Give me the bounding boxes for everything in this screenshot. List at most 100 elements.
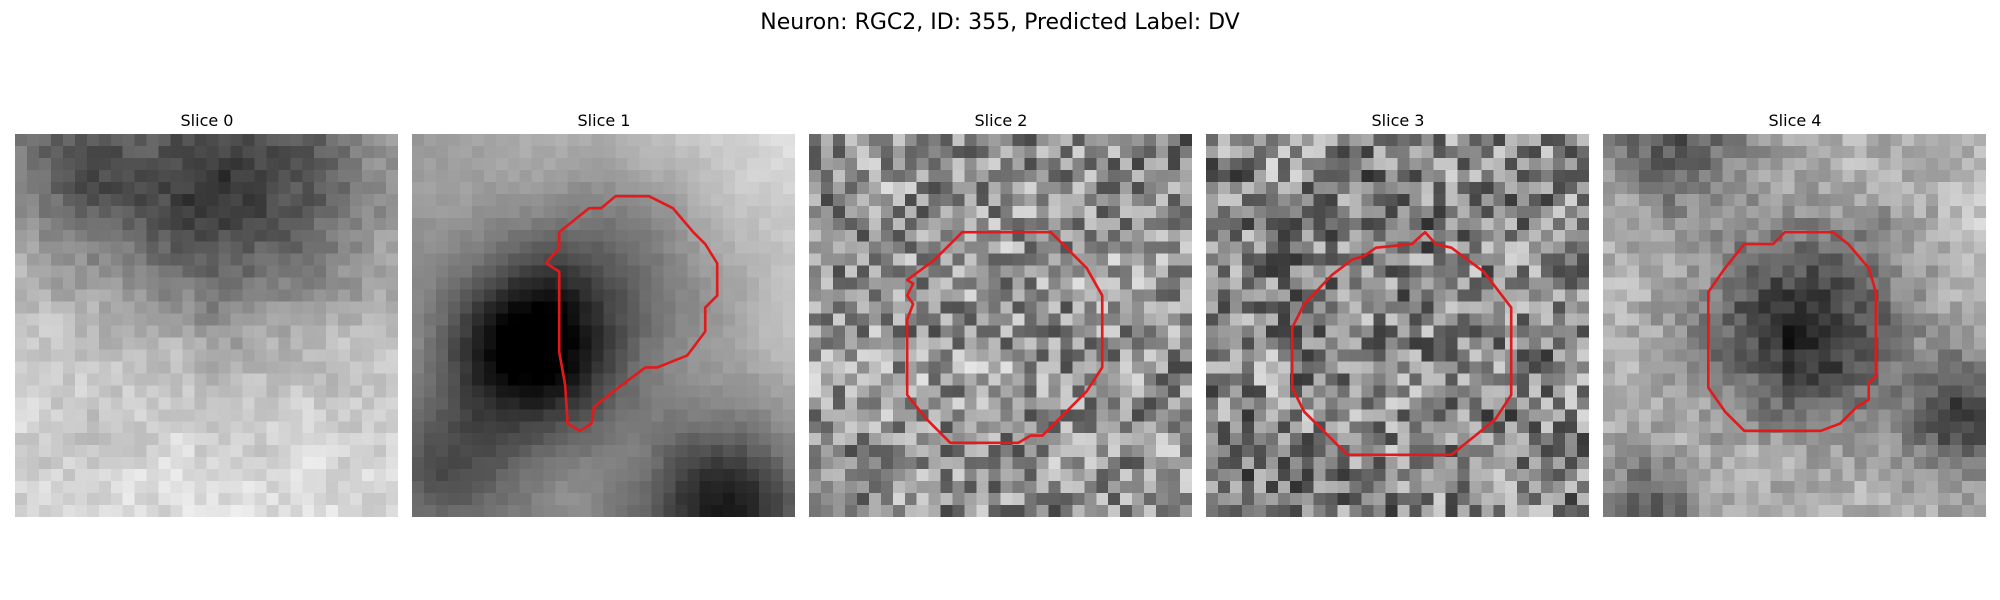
pixel (916, 181, 929, 195)
pixel (615, 505, 628, 517)
pixel (1421, 217, 1434, 230)
pixel (555, 493, 568, 506)
pixel (1603, 397, 1616, 410)
pixel (278, 253, 291, 266)
pixel (1433, 373, 1446, 386)
pixel (1662, 289, 1676, 302)
pixel (904, 181, 917, 195)
pixel (1469, 373, 1482, 386)
pixel (1132, 145, 1145, 159)
pixel (362, 409, 375, 422)
pixel (844, 481, 858, 494)
pixel (1132, 469, 1145, 482)
pixel (627, 205, 640, 219)
pixel (759, 337, 772, 350)
pixel (412, 337, 425, 350)
pixel (507, 229, 520, 242)
pixel (1481, 253, 1494, 266)
pixel (1168, 409, 1181, 422)
pixel (1650, 349, 1664, 362)
pixel (1301, 157, 1314, 171)
pixel (916, 313, 929, 326)
pixel (531, 325, 544, 338)
pixel (1650, 265, 1664, 278)
pixel (1253, 493, 1267, 506)
pixel (1469, 289, 1482, 302)
pixel (38, 469, 52, 482)
pixel (1662, 181, 1676, 195)
pixel (266, 397, 279, 410)
pixel (374, 181, 387, 195)
pixel (747, 493, 760, 506)
pixel (1180, 229, 1192, 242)
pixel (1962, 217, 1975, 230)
pixel (809, 193, 822, 207)
pixel (1830, 134, 1843, 147)
pixel (1120, 325, 1133, 338)
pixel (1241, 157, 1255, 171)
pixel (435, 313, 449, 326)
pixel (1565, 361, 1578, 374)
pixel (1373, 313, 1386, 326)
pixel (1553, 469, 1566, 482)
pixel (266, 409, 279, 422)
pixel (338, 409, 351, 422)
pixel (1445, 337, 1458, 350)
pixel (1349, 241, 1362, 254)
pixel (1253, 169, 1267, 183)
pixel (723, 265, 736, 278)
pixel (1361, 205, 1374, 219)
pixel (1457, 277, 1470, 290)
pixel (1337, 349, 1350, 362)
pixel (711, 157, 724, 171)
pixel (206, 373, 219, 386)
pixel (868, 277, 882, 290)
pixel (86, 313, 100, 326)
pixel (483, 193, 497, 207)
pixel (447, 469, 461, 482)
pixel (1710, 157, 1723, 171)
pixel (1036, 505, 1049, 517)
pixel (820, 265, 834, 278)
pixel (519, 145, 532, 159)
pixel (1421, 373, 1434, 386)
pixel (1626, 457, 1640, 470)
pixel (1469, 217, 1482, 230)
pixel (711, 481, 724, 494)
pixel (1385, 409, 1398, 422)
pixel (483, 361, 497, 374)
pixel (1626, 433, 1640, 446)
pixel (412, 469, 425, 482)
pixel (675, 241, 688, 254)
pixel (1914, 181, 1927, 195)
pixel (1890, 373, 1903, 386)
pixel (435, 229, 449, 242)
pixel (809, 325, 822, 338)
pixel (976, 277, 989, 290)
pixel (15, 193, 28, 207)
pixel (1301, 134, 1314, 147)
pixel (1565, 229, 1578, 242)
pixel (699, 134, 712, 147)
pixel (62, 337, 76, 350)
pixel (1337, 313, 1350, 326)
pixel (314, 241, 327, 254)
pixel (374, 409, 387, 422)
pixel (1577, 277, 1589, 290)
pixel (976, 325, 989, 338)
pixel (1457, 409, 1470, 422)
pixel (1734, 229, 1747, 242)
pixel (1794, 265, 1807, 278)
pixel (1253, 134, 1267, 147)
pixel (771, 481, 784, 494)
pixel (1036, 445, 1049, 458)
pixel (771, 253, 784, 266)
pixel (62, 409, 76, 422)
pixel (1565, 469, 1578, 482)
pixel (1253, 301, 1267, 314)
pixel (1241, 409, 1255, 422)
pixel (1000, 493, 1013, 506)
pixel (110, 313, 123, 326)
pixel (639, 337, 652, 350)
pixel (302, 373, 315, 386)
